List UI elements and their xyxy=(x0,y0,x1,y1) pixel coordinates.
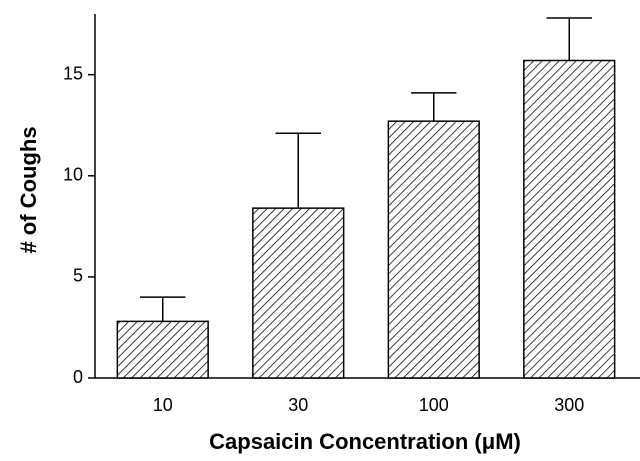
y-tick-label: 10 xyxy=(63,165,83,185)
y-axis-title: # of Coughs xyxy=(16,126,41,253)
bar xyxy=(116,320,209,379)
y-tick-label: 0 xyxy=(73,367,83,387)
bar xyxy=(523,59,616,379)
y-tick-label: 15 xyxy=(63,63,83,83)
y-tick-label: 5 xyxy=(73,266,83,286)
x-tick-label: 300 xyxy=(554,395,584,415)
x-tick-label: 100 xyxy=(419,395,449,415)
bar xyxy=(387,120,480,379)
x-axis-title: Capsaicin Concentration (μM) xyxy=(209,429,521,454)
x-tick-label: 10 xyxy=(153,395,173,415)
bar xyxy=(252,207,345,379)
x-tick-label: 30 xyxy=(288,395,308,415)
